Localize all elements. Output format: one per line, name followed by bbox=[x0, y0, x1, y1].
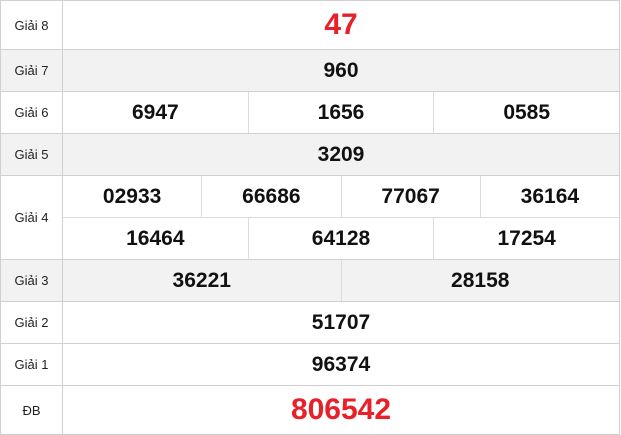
prize-number: 64128 bbox=[247, 218, 434, 259]
row-giai-2: Giải 2 51707 bbox=[0, 301, 620, 344]
prize-number: 66686 bbox=[201, 176, 340, 217]
row-giai-4: Giải 4 02933 66686 77067 36164 16464 641… bbox=[0, 175, 620, 260]
row-giai-5: Giải 5 3209 bbox=[0, 133, 620, 176]
prize-label: Giải 8 bbox=[0, 0, 63, 50]
prize-label: Giải 7 bbox=[0, 49, 63, 92]
prize-number: 51707 bbox=[62, 301, 620, 344]
row-giai-6: Giải 6 6947 1656 0585 bbox=[0, 91, 620, 134]
prize-number: 28158 bbox=[340, 260, 620, 301]
prize-label: ĐB bbox=[0, 385, 63, 435]
prize-label: Giải 5 bbox=[0, 133, 63, 176]
prize-number: 17254 bbox=[433, 218, 619, 259]
row-dac-biet: ĐB 806542 bbox=[0, 385, 620, 435]
prize-number: 47 bbox=[62, 0, 620, 50]
prize-label: Giải 4 bbox=[0, 175, 63, 260]
prize-number: 960 bbox=[62, 49, 620, 92]
row-giai-1: Giải 1 96374 bbox=[0, 343, 620, 386]
prize-label: Giải 6 bbox=[0, 91, 63, 134]
prize-number: 6947 bbox=[131, 100, 179, 124]
prize-label: Giải 2 bbox=[0, 301, 63, 344]
row-giai-3: Giải 3 36221 28158 bbox=[0, 259, 620, 302]
row-giai-8: Giải 8 47 bbox=[0, 0, 620, 50]
prize-number: 806542 bbox=[62, 385, 620, 435]
prize-number: 3209 bbox=[62, 133, 620, 176]
prize-label: Giải 3 bbox=[0, 259, 63, 302]
prize-number: 1656 bbox=[247, 92, 434, 133]
prize-number: 02933 bbox=[102, 184, 162, 208]
prize-number: 0585 bbox=[433, 92, 619, 133]
row-giai-7: Giải 7 960 bbox=[0, 49, 620, 92]
prize-number: 16464 bbox=[126, 226, 185, 250]
prize-number: 77067 bbox=[340, 176, 480, 217]
prize-label: Giải 1 bbox=[0, 343, 63, 386]
prize-number: 96374 bbox=[62, 343, 620, 386]
prize-number: 36164 bbox=[479, 176, 619, 217]
prize-number: 36221 bbox=[172, 268, 231, 292]
